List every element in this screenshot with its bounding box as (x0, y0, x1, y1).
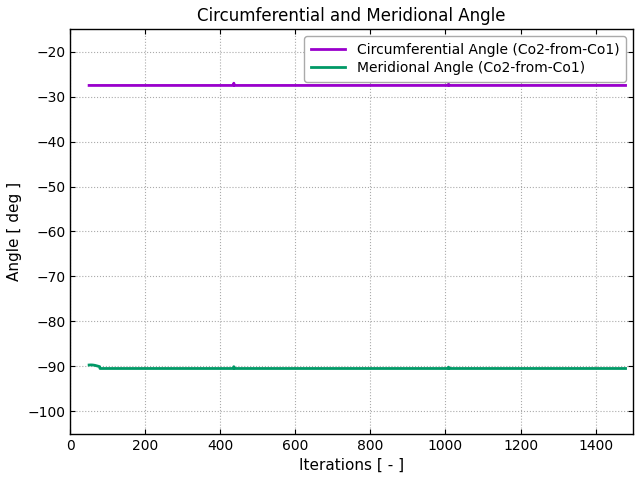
Meridional Angle (Co2-from-Co1) (609, 366, 616, 372)
X-axis label: Iterations [ - ]: Iterations [ - ] (299, 458, 404, 473)
Meridional Angle (Co2-from-Co1) (87, 362, 95, 368)
Circumferential Angle (Co2-from-Co1) (621, 83, 629, 88)
Y-axis label: Angle [ deg ]: Angle [ deg ] (7, 182, 22, 281)
Meridional Angle (Co2-from-Co1) (158, 366, 166, 372)
Circumferential Angle (Co2-from-Co1) (230, 80, 237, 86)
Circumferential Angle (Co2-from-Co1) (608, 83, 616, 88)
Meridional Angle (Co2-from-Co1) (275, 366, 283, 372)
Legend: Circumferential Angle (Co2-from-Co1), Meridional Angle (Co2-from-Co1): Circumferential Angle (Co2-from-Co1), Me… (304, 36, 626, 82)
Line: Circumferential Angle (Co2-from-Co1): Circumferential Angle (Co2-from-Co1) (89, 83, 625, 85)
Meridional Angle (Co2-from-Co1) (85, 362, 93, 368)
Meridional Angle (Co2-from-Co1) (96, 366, 104, 372)
Meridional Angle (Co2-from-Co1) (601, 366, 609, 372)
Meridional Angle (Co2-from-Co1) (467, 366, 474, 372)
Circumferential Angle (Co2-from-Co1) (157, 83, 165, 88)
Circumferential Angle (Co2-from-Co1) (275, 83, 283, 88)
Line: Meridional Angle (Co2-from-Co1): Meridional Angle (Co2-from-Co1) (89, 365, 625, 369)
Circumferential Angle (Co2-from-Co1) (593, 83, 601, 88)
Circumferential Angle (Co2-from-Co1) (85, 83, 93, 88)
Meridional Angle (Co2-from-Co1) (594, 366, 602, 372)
Title: Circumferential and Meridional Angle: Circumferential and Meridional Angle (198, 7, 506, 25)
Meridional Angle (Co2-from-Co1) (621, 366, 629, 372)
Circumferential Angle (Co2-from-Co1) (601, 83, 609, 88)
Circumferential Angle (Co2-from-Co1) (467, 83, 474, 88)
